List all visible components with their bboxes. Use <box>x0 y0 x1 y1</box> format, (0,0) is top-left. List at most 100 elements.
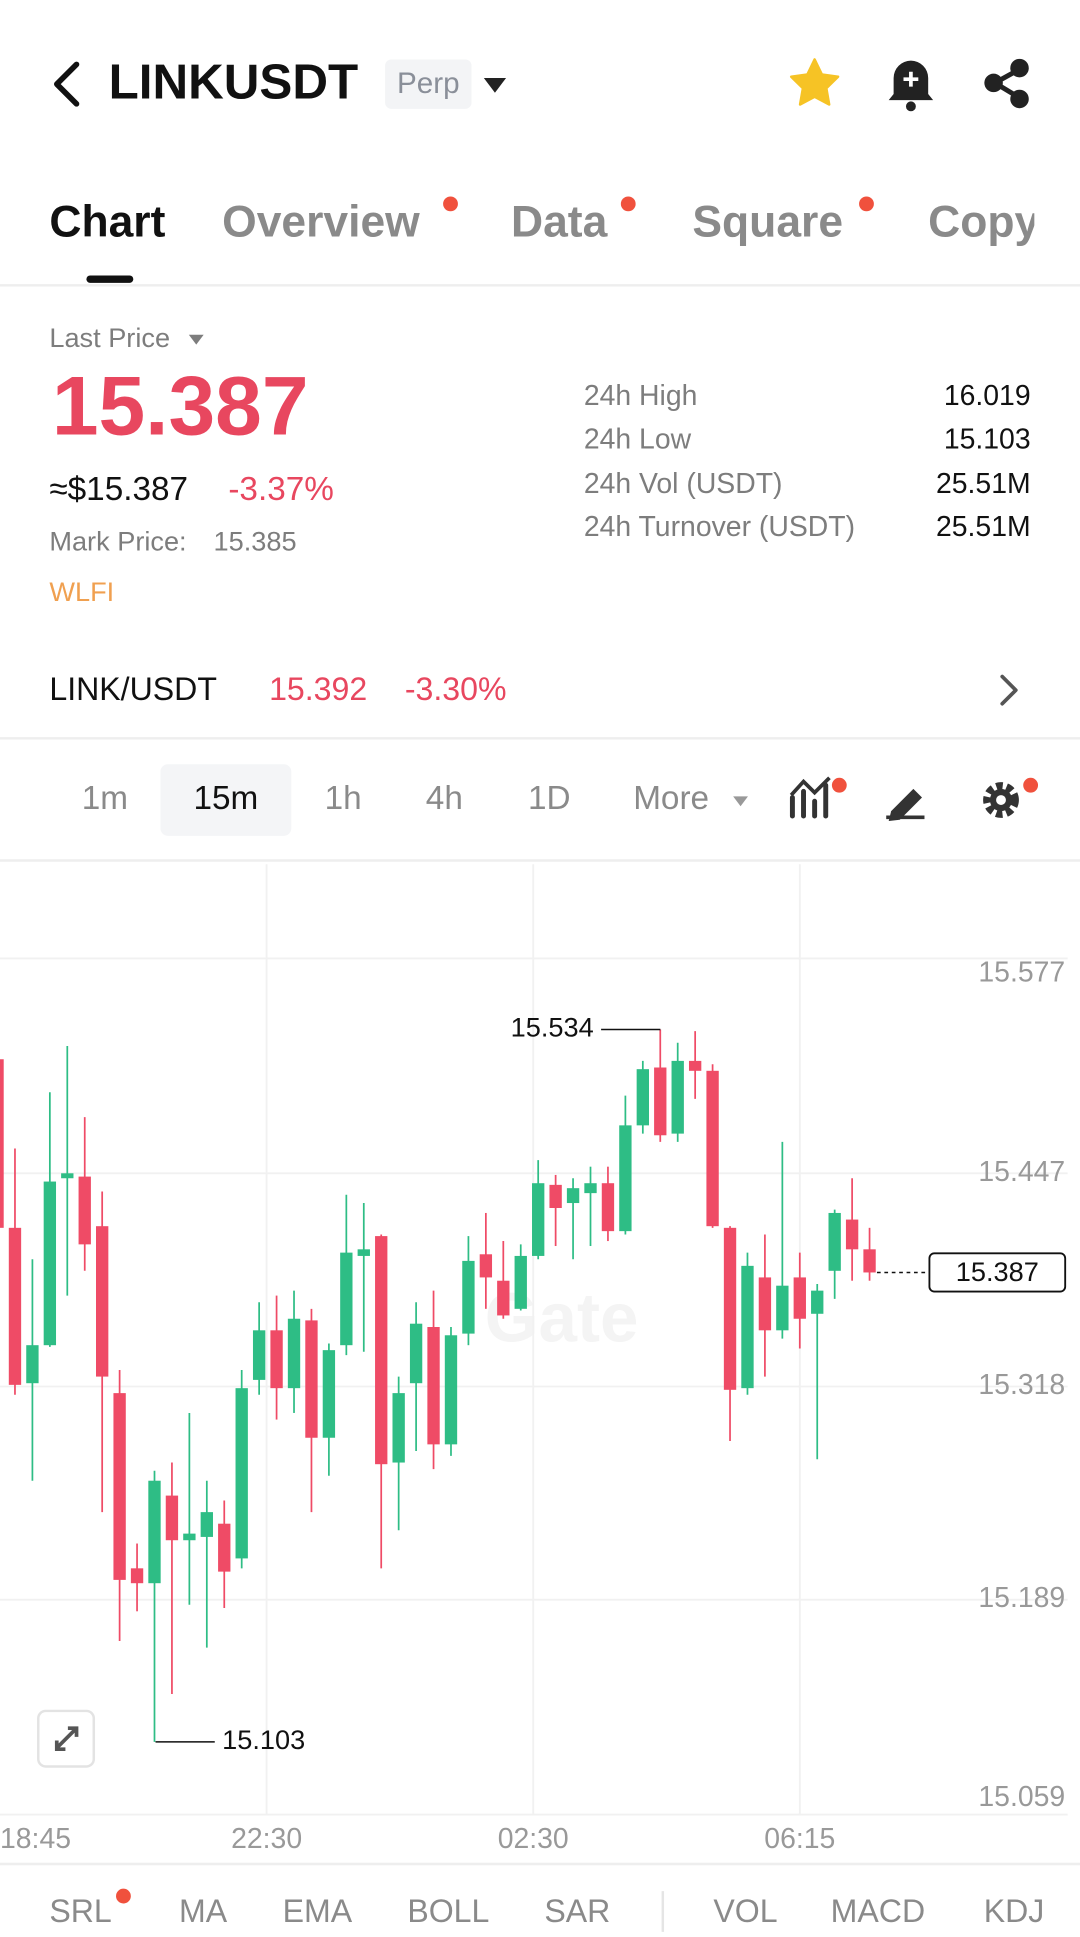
tab[interactable]: Overview <box>222 198 420 247</box>
spot-price: 15.392 <box>269 671 367 707</box>
tab-dot <box>859 196 874 212</box>
indicator[interactable]: SRL <box>49 1893 111 1929</box>
interval[interactable]: 15m <box>193 780 258 817</box>
y-tick-label: 15.318 <box>978 1369 1065 1401</box>
candle-body <box>793 1277 806 1319</box>
candle-body <box>549 1184 562 1208</box>
candle-body <box>78 1176 91 1245</box>
candle-body <box>427 1327 440 1445</box>
more-caret <box>733 796 748 807</box>
candle-body <box>514 1255 527 1309</box>
candle-body <box>357 1249 370 1256</box>
interval[interactable]: 1h <box>325 780 362 817</box>
indicator[interactable]: MACD <box>831 1893 925 1929</box>
draw-icon[interactable] <box>886 788 925 822</box>
candle-body <box>811 1290 824 1314</box>
indicator-icon[interactable] <box>789 776 847 819</box>
candle-body <box>845 1219 859 1250</box>
stat-value: 25.51M <box>936 468 1031 500</box>
tab-bar: Chart Overview Data Square Copy <box>49 198 1039 247</box>
perp-badge: Perp <box>397 67 460 100</box>
active-interval-bg <box>160 764 292 836</box>
candlestick-chart: Gate 18:45 22:30 02:30 06:15 15.059 15.189 15.… <box>0 864 1068 1855</box>
candle-body <box>723 1227 737 1390</box>
candle-body <box>688 1060 702 1071</box>
tab[interactable]: Data <box>511 198 608 247</box>
candle-body <box>741 1265 754 1389</box>
last-price-label: Last Price <box>49 322 170 353</box>
x-tick-label: 02:30 <box>498 1823 569 1855</box>
spot-change: -3.30% <box>405 671 507 707</box>
candle-body <box>776 1285 789 1331</box>
candle-body <box>409 1323 423 1384</box>
candle-body <box>270 1330 283 1389</box>
candle-body <box>183 1533 196 1541</box>
back-button[interactable] <box>54 61 80 107</box>
usd-price: ≈$15.387 <box>49 471 188 508</box>
candle-body <box>479 1254 493 1278</box>
stat-value: 25.51M <box>936 511 1031 543</box>
last-price-label: 15.387 <box>956 1256 1039 1287</box>
candle-body <box>252 1330 266 1380</box>
stat-value: 15.103 <box>944 423 1031 455</box>
spot-pair[interactable]: LINK/USDT <box>49 671 217 707</box>
candle-body <box>287 1318 301 1389</box>
candle-body <box>8 1227 22 1385</box>
tab[interactable]: Copy <box>928 198 1039 247</box>
interval[interactable]: 1m <box>82 780 128 817</box>
candle-body <box>828 1212 841 1271</box>
candle-body <box>26 1345 39 1384</box>
interval[interactable]: 4h <box>426 780 463 817</box>
x-tick-label: 18:45 <box>0 1823 71 1855</box>
tab[interactable]: Square <box>692 198 843 247</box>
y-tick-label: 15.447 <box>978 1156 1065 1188</box>
candle-body <box>130 1568 144 1584</box>
active-tab-underline <box>86 275 134 283</box>
stat-label: 24h Low <box>584 423 692 455</box>
tab-dot <box>620 196 636 212</box>
spot-chevron[interactable] <box>1000 674 1018 706</box>
candle-body <box>218 1523 231 1572</box>
indicator[interactable]: EMA <box>283 1893 353 1929</box>
alert-bell[interactable] <box>888 60 934 112</box>
y-tick-label: 15.059 <box>978 1781 1065 1813</box>
candle-body <box>43 1181 57 1346</box>
candle-body <box>0 1059 4 1228</box>
tab[interactable]: Chart <box>49 198 165 247</box>
indicator[interactable]: VOL <box>713 1893 777 1929</box>
symbol-title: LINKUSDT <box>109 54 359 109</box>
candle-body <box>235 1388 248 1559</box>
candle-body <box>375 1236 388 1465</box>
candle-body <box>532 1183 545 1256</box>
expand-button[interactable] <box>37 1709 96 1768</box>
indicator[interactable]: MA <box>179 1893 228 1929</box>
stat-label: 24h Turnover (USDT) <box>584 511 855 543</box>
interval[interactable]: More <box>633 780 709 817</box>
tag[interactable]: WLFI <box>49 576 114 607</box>
candle-body <box>322 1350 336 1438</box>
settings-icon[interactable] <box>983 777 1039 818</box>
indicator[interactable]: KDJ <box>984 1893 1045 1929</box>
candle-body <box>444 1335 458 1445</box>
badge-bg <box>385 59 472 109</box>
candle-body <box>671 1060 684 1134</box>
interval[interactable]: 1D <box>528 780 571 817</box>
indicator-bar: SRL MA EMA BOLL SAR VOL MACD KDJ <box>49 1893 1044 1929</box>
indicator[interactable]: BOLL <box>407 1893 489 1929</box>
candle-body <box>462 1260 475 1334</box>
candle-body <box>566 1188 580 1204</box>
mark-price: 15.385 <box>214 525 297 556</box>
symbol-dropdown[interactable] <box>483 77 507 93</box>
candle-body <box>636 1069 649 1126</box>
share-button[interactable] <box>984 58 1029 109</box>
label-caret <box>188 334 204 345</box>
candle-body <box>165 1495 179 1541</box>
candle-body <box>497 1280 510 1316</box>
interval-bar: 1m 15m 1h 4h 1D More <box>82 780 709 817</box>
indicator[interactable]: SAR <box>544 1893 610 1929</box>
candle-body <box>601 1183 615 1232</box>
favorite-star[interactable] <box>789 58 840 106</box>
min-marker-label: 15.103 <box>222 1724 305 1755</box>
